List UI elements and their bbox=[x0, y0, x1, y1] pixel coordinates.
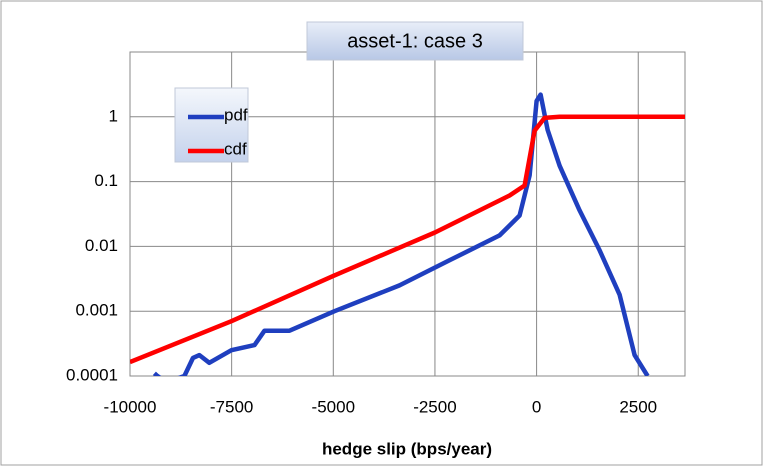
y-tick-label: 0.001 bbox=[75, 301, 118, 320]
y-tick-label: 0.01 bbox=[85, 236, 118, 255]
y-tick-label: 0.0001 bbox=[66, 365, 118, 384]
title-box bbox=[306, 21, 524, 61]
series-line bbox=[152, 92, 650, 376]
legend-label: cdf bbox=[224, 139, 247, 158]
x-tick-label: -7500 bbox=[210, 397, 253, 416]
legend-label: pdf bbox=[224, 105, 248, 124]
x-tick-label: -10000 bbox=[104, 397, 157, 416]
x-tick-label: 0 bbox=[532, 397, 541, 416]
chart-title: asset-1: case 3 bbox=[347, 30, 483, 52]
x-tick-label: -2500 bbox=[413, 397, 456, 416]
y-tick-label: 1 bbox=[109, 106, 118, 125]
x-tick-label: 2500 bbox=[619, 397, 657, 416]
series-line bbox=[130, 114, 685, 365]
y-tick-label: 0.1 bbox=[94, 171, 118, 190]
x-axis-label: hedge slip (bps/year) bbox=[322, 439, 492, 458]
x-tick-label: -5000 bbox=[312, 397, 355, 416]
